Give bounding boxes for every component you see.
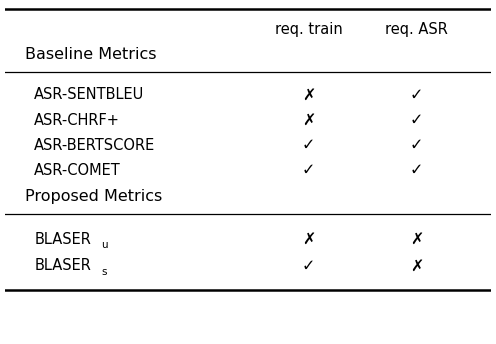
Text: ASR-COMET: ASR-COMET xyxy=(34,163,121,178)
Text: Baseline Metrics: Baseline Metrics xyxy=(25,46,156,62)
Text: s: s xyxy=(101,267,107,277)
Text: ✓: ✓ xyxy=(302,163,315,178)
Text: ✗: ✗ xyxy=(410,232,423,247)
Text: ✗: ✗ xyxy=(410,258,423,273)
Text: ✓: ✓ xyxy=(302,138,315,153)
Text: ✓: ✓ xyxy=(410,163,423,178)
Text: ✗: ✗ xyxy=(302,113,315,128)
Text: BLASER: BLASER xyxy=(34,258,91,273)
Text: u: u xyxy=(101,240,108,250)
Text: ✓: ✓ xyxy=(410,87,423,103)
Text: req. train: req. train xyxy=(275,22,343,37)
Text: ✗: ✗ xyxy=(302,87,315,103)
Text: ✓: ✓ xyxy=(410,138,423,153)
Text: ASR-BERTSCORE: ASR-BERTSCORE xyxy=(34,138,156,153)
Text: ASR-SENTBLEU: ASR-SENTBLEU xyxy=(34,87,145,103)
Text: req. ASR: req. ASR xyxy=(385,22,448,37)
Text: ASR-CHRF+: ASR-CHRF+ xyxy=(34,113,120,128)
Text: BLASER: BLASER xyxy=(34,232,91,247)
Text: ✗: ✗ xyxy=(302,232,315,247)
Text: ✓: ✓ xyxy=(302,258,315,273)
Text: Proposed Metrics: Proposed Metrics xyxy=(25,189,162,204)
Text: ✓: ✓ xyxy=(410,113,423,128)
